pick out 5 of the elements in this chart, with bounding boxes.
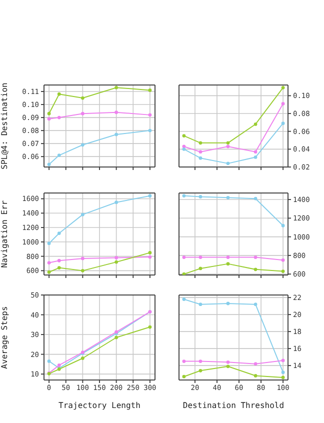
- y-axis-title: Average Steps: [0, 306, 9, 369]
- y-axis-title: Navigation Err: [0, 200, 9, 268]
- x-axis-title: Destination Threshold: [182, 401, 284, 410]
- x-axis-title: Trajectory Length: [58, 401, 141, 410]
- y-axis-title: SPL@4: Destination: [0, 82, 9, 170]
